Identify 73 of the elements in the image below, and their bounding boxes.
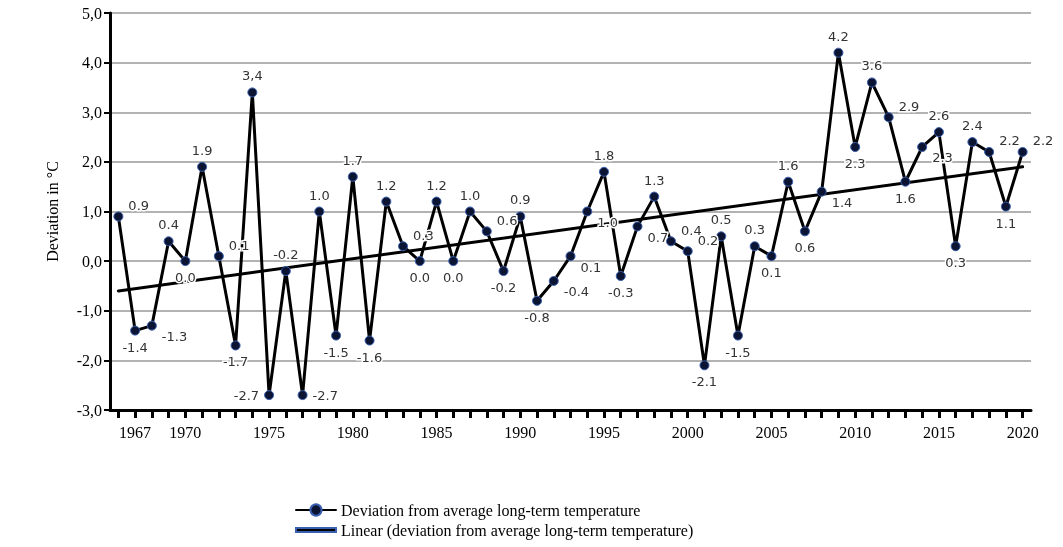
data-label: 1.0: [308, 187, 330, 203]
data-label: 0.4: [158, 217, 179, 233]
x-tick-label: 2020: [1006, 423, 1039, 441]
y-tick-label: -3,0: [76, 401, 102, 419]
data-label: 1.9: [191, 142, 213, 158]
x-tick-label: 1967: [119, 423, 152, 441]
data-label: 3,4: [241, 68, 263, 84]
data-label: -0.2: [490, 280, 517, 296]
data-label: 0.9: [509, 192, 531, 208]
data-label: -2.7: [312, 387, 338, 403]
data-label: 1.7: [342, 152, 364, 168]
data-label: -1.5: [725, 344, 751, 360]
x-tick-label: 2015: [922, 423, 955, 441]
x-tick-label: 2000: [671, 423, 704, 441]
x-tick-label: 2010: [839, 423, 872, 441]
data-label: 2.2: [999, 133, 1020, 149]
data-label: -2.1: [691, 374, 718, 390]
y-tick-label: -1,0: [76, 302, 102, 320]
data-label: 0.7: [647, 229, 669, 245]
data-label: 4.2: [828, 28, 849, 44]
y-tick-label: 5,0: [82, 4, 102, 22]
data-label: -0.2: [273, 247, 299, 263]
data-label: -0.8: [524, 309, 550, 325]
data-label: 2.4: [962, 118, 983, 134]
data-label: 1.0: [597, 215, 618, 230]
data-label: 2.6: [928, 108, 950, 124]
x-tick-label: 1985: [420, 423, 453, 441]
data-label: -1.3: [161, 329, 188, 345]
x-tick-label: 1980: [336, 423, 369, 441]
data-label: 0.1: [761, 265, 782, 281]
data-label: 1.2: [375, 177, 397, 193]
data-label: 3.6: [861, 58, 883, 74]
x-tick-label: 1970: [169, 423, 202, 441]
legend-label: Linear (deviation from average long-term temperature): [341, 521, 694, 540]
data-label: 2.2: [1032, 133, 1054, 149]
data-label: 2.9: [898, 98, 920, 114]
legend-label: Deviation from average long-term temperature: [341, 501, 641, 520]
data-label: 1.3: [643, 172, 665, 188]
data-label: -0.3: [608, 285, 634, 301]
data-label: 1.6: [895, 190, 916, 206]
data-label: -2.7: [233, 387, 260, 403]
data-label: 1.2: [426, 177, 447, 193]
y-tick-label: -2,0: [76, 351, 102, 369]
y-axis-title: Deviation in °C: [43, 161, 61, 262]
x-tick-label: 1975: [253, 423, 286, 441]
data-label: 0.1: [580, 259, 602, 275]
data-label: 2.3: [844, 155, 866, 171]
data-label: 1.8: [593, 147, 615, 163]
y-tick-label: 4,0: [82, 54, 102, 72]
data-label: -1.4: [122, 339, 148, 355]
data-label: -1.6: [356, 349, 383, 365]
data-label: 0.6: [496, 212, 518, 228]
data-label: 0.0: [442, 270, 464, 286]
data-label: 1.0: [459, 187, 481, 203]
x-tick-label: 2005: [755, 423, 788, 441]
data-label: 0.9: [128, 197, 150, 213]
data-label: 1.4: [831, 195, 853, 211]
data-label: 0.3: [945, 255, 966, 271]
data-label: 0.3: [744, 222, 766, 238]
data-label: -1.5: [323, 344, 349, 360]
x-tick-label: 1995: [587, 423, 620, 441]
data-label: 0.5: [710, 212, 732, 228]
data-label: 0.6: [794, 240, 816, 256]
data-label: 1.1: [995, 215, 1017, 231]
y-tick-label: 2,0: [82, 153, 102, 171]
data-label: -1.7: [222, 354, 249, 370]
y-tick-label: 1,0: [82, 203, 102, 220]
y-tick-label: 0,0: [82, 252, 102, 270]
x-tick-label: 1990: [504, 423, 537, 441]
y-tick-label: 3,0: [82, 103, 102, 121]
data-label: 0.0: [409, 270, 431, 286]
data-label: -0.4: [563, 284, 590, 300]
data-label: 1.6: [777, 157, 799, 173]
